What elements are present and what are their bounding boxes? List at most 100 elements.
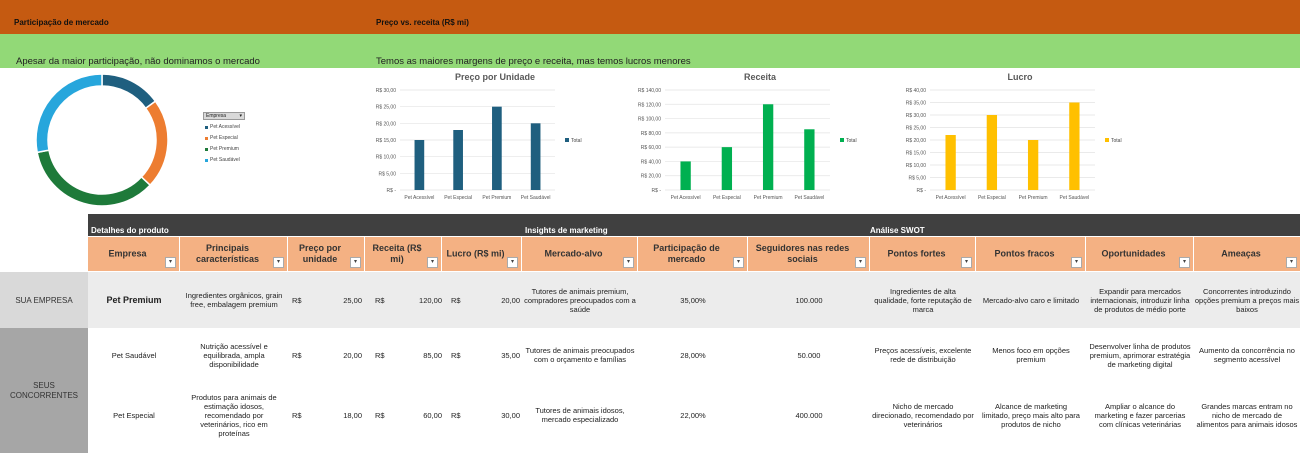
- legend-swatch: [565, 138, 569, 142]
- empresa-filter[interactable]: Empresa ▾: [203, 112, 245, 120]
- filter-dropdown-icon[interactable]: ▾: [623, 257, 634, 268]
- cell-preco: 18,00: [343, 410, 362, 420]
- legend-label: Total: [571, 138, 582, 144]
- cell-participacao: 28,00%: [680, 350, 706, 360]
- y-tick-label: R$ 40,00: [641, 159, 662, 165]
- cell-lucro: 20,00: [501, 295, 520, 305]
- section-marketing: Insights de marketing: [525, 226, 608, 235]
- market-share-subtitle: Apesar da maior participação, não domina…: [16, 56, 260, 67]
- y-tick-label: R$ 35,00: [906, 101, 927, 107]
- cell-empresa: Pet Saudável: [111, 350, 157, 360]
- cell-caracteristicas: Produtos para animais de estimação idoso…: [191, 392, 277, 438]
- cell-pontos-fracos: Mercado-alvo caro e limitado: [982, 295, 1080, 305]
- y-tick-label: R$ -: [652, 188, 662, 194]
- revenue-chart-title: Receita: [743, 72, 777, 82]
- y-tick-label: R$ 5,00: [378, 171, 396, 177]
- cell-ameacas: Aumento da concorrência no segmento aces…: [1199, 346, 1295, 364]
- col-ameacas[interactable]: Ameaças ▾: [1194, 237, 1300, 271]
- y-tick-label: R$ 100,00: [638, 117, 661, 123]
- col-label: Receita (R$ mi): [372, 243, 422, 264]
- col-empresa[interactable]: Empresa ▾: [88, 237, 180, 271]
- cell-receita: 120,00: [419, 295, 442, 305]
- col-label: Lucro (R$ mi): [446, 248, 505, 259]
- col-label: Participação de mercado: [653, 243, 720, 264]
- filter-dropdown-icon[interactable]: ▾: [855, 257, 866, 268]
- col-participacao[interactable]: Participação de mercado ▾: [638, 237, 748, 271]
- filter-dropdown-icon[interactable]: ▾: [1286, 257, 1297, 268]
- group-own-company: SUA EMPRESA: [0, 272, 88, 328]
- price-chart: R$ 30,00 R$ 25,00 R$ 20,00 R$ 15,00 R$ 10,00…: [376, 88, 582, 201]
- bar-3: [1069, 102, 1080, 190]
- x-tick-label: Pet Especial: [444, 195, 472, 201]
- header-band: Participação de mercado Preço vs. receit…: [0, 0, 1300, 34]
- cell-receita: 60,00: [423, 410, 442, 420]
- col-caracteristicas[interactable]: Principais características ▾: [180, 237, 288, 271]
- filter-dropdown-icon[interactable]: ▾: [961, 257, 972, 268]
- col-pontos-fracos[interactable]: Pontos fracos ▾: [976, 237, 1086, 271]
- legend-label: Total: [846, 138, 857, 144]
- donut-slice-1: [140, 100, 169, 187]
- cell-seguidores: 400.000: [795, 410, 823, 420]
- legend-label: Pet Saudável: [210, 157, 240, 163]
- col-lucro[interactable]: Lucro (R$ mi) ▾: [442, 237, 522, 271]
- market-share-title: Participação de mercado: [14, 18, 109, 27]
- filter-dropdown-icon[interactable]: ▾: [427, 257, 438, 268]
- col-label: Ameaças: [1221, 248, 1261, 259]
- y-tick-label: R$ 20,00: [906, 138, 927, 144]
- cell-currency: R$: [292, 295, 302, 305]
- y-tick-label: R$ -: [917, 188, 927, 194]
- cell-empresa: Pet Especial: [113, 410, 155, 420]
- cell-pontos-fortes: Nicho de mercado direcionado, recomendad…: [872, 401, 974, 429]
- col-seguidores[interactable]: Seguidores nas redes sociais ▾: [748, 237, 870, 271]
- cell-currency: R$: [451, 410, 461, 420]
- filter-dropdown-icon[interactable]: ▾: [733, 257, 744, 268]
- y-tick-label: R$ 10,00: [906, 163, 927, 169]
- filter-dropdown-icon[interactable]: ▾: [165, 257, 176, 268]
- cell-participacao: 22,00%: [680, 410, 706, 420]
- bar-1: [453, 130, 463, 190]
- col-pontos-fortes[interactable]: Pontos fortes ▾: [870, 237, 976, 271]
- legend-label: Pet Acessível: [210, 124, 241, 130]
- profit-chart: R$ 40,00 R$ 35,00 R$ 30,00 R$ 25,00 R$ 20,00…: [906, 88, 1122, 201]
- bar-2: [762, 104, 774, 190]
- col-label: Pontos fracos: [994, 248, 1055, 259]
- filter-dropdown-icon[interactable]: ▾: [1179, 257, 1190, 268]
- filter-dropdown-icon[interactable]: ▾: [350, 257, 361, 268]
- cell-pontos-fracos: Menos foco em opções premium: [992, 346, 1070, 364]
- col-receita[interactable]: Receita (R$ mi) ▾: [365, 237, 442, 271]
- legend-swatch-premium: [205, 147, 208, 151]
- cell-pontos-fortes: Preços acessíveis, excelente rede de dis…: [874, 346, 972, 364]
- filter-label: Empresa: [206, 113, 227, 119]
- cell-currency: R$: [451, 350, 461, 360]
- y-tick-label: R$ 40,00: [906, 88, 927, 94]
- filter-dropdown-icon[interactable]: ▾: [273, 257, 284, 268]
- cell-mercado-alvo: Tutores de animais preocupados com o orç…: [525, 346, 635, 364]
- col-oportunidades[interactable]: Oportunidades ▾: [1086, 237, 1194, 271]
- col-label: Oportunidades: [1101, 248, 1166, 259]
- y-tick-label: R$ 20,00: [376, 121, 397, 127]
- profit-chart-title: Lucro: [1007, 72, 1033, 82]
- x-tick-label: Pet Premium: [1019, 195, 1048, 201]
- cell-lucro: 30,00: [501, 410, 520, 420]
- legend-label: Pet Premium: [210, 146, 239, 152]
- col-label: Seguidores nas redes sociais: [755, 243, 850, 264]
- col-mercado-alvo[interactable]: Mercado-alvo ▾: [522, 237, 638, 271]
- bar-1: [986, 115, 998, 190]
- x-tick-label: Pet Saudável: [1060, 195, 1090, 201]
- bar-0: [680, 161, 691, 190]
- x-tick-label: Pet Acessível: [936, 195, 966, 201]
- legend-swatch-especial: [205, 136, 208, 140]
- filter-dropdown-icon: ▾: [239, 113, 242, 119]
- col-label: Mercado-alvo: [544, 248, 603, 259]
- cell-mercado-alvo: Tutores de animais premium, compradores …: [524, 286, 636, 314]
- bar-0: [945, 135, 956, 190]
- filter-dropdown-icon[interactable]: ▾: [507, 257, 518, 268]
- cell-preco: 25,00: [343, 295, 362, 305]
- price-chart-title: Preço por Unidade: [454, 72, 535, 82]
- col-preco[interactable]: Preço por unidade ▾: [288, 237, 365, 271]
- cell-currency: R$: [375, 295, 385, 305]
- legend-swatch-acessivel: [205, 125, 208, 129]
- cell-pontos-fracos: Alcance de marketing limitado, preço mai…: [982, 401, 1080, 429]
- filter-dropdown-icon[interactable]: ▾: [1071, 257, 1082, 268]
